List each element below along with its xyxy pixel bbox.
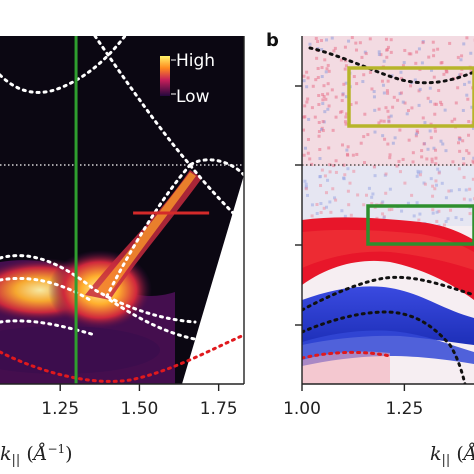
panel-b-x-tick-label: 1.00 <box>283 399 321 419</box>
panel-a-white-wedge <box>182 175 244 384</box>
blue-band <box>302 286 474 345</box>
intensity-map <box>0 170 202 384</box>
noise-texture <box>302 36 474 228</box>
panel-a <box>0 36 244 384</box>
dotted-red-curve-b <box>302 350 392 360</box>
panel-b-axes: 1.00 1.25 k|| (Å <box>283 36 474 468</box>
panel-a-x-tick-label: 1.25 <box>41 399 79 419</box>
panel-a-axes: 1.25 1.50 1.75 k|| (Å−1) <box>0 36 245 468</box>
dotted-red-curve <box>0 333 244 383</box>
panel-b-x-axis-label: k|| (Å <box>430 443 474 468</box>
panel-a-x-tick-label: 1.50 <box>120 399 158 419</box>
legend-low-label: Low <box>176 87 210 107</box>
dotted-dispersion-lines <box>0 36 244 342</box>
panel-b-letter: b <box>266 30 279 51</box>
panel-a-x-ticks: 1.25 1.50 1.75 <box>41 384 238 419</box>
panel-b-x-ticks: 1.00 1.25 <box>283 384 423 419</box>
colorbar <box>160 56 170 96</box>
legend-high-label: High <box>176 51 215 71</box>
panel-b <box>302 36 474 384</box>
green-box <box>366 204 474 246</box>
panel-a-x-axis-label: k|| (Å−1) <box>0 442 73 468</box>
colorbar-legend: High Low <box>160 51 215 107</box>
dotted-black-lines <box>302 46 474 384</box>
panel-a-x-tick-label: 1.75 <box>200 399 238 419</box>
olive-box <box>347 66 474 128</box>
panel-b-x-tick-label: 1.25 <box>385 399 423 419</box>
